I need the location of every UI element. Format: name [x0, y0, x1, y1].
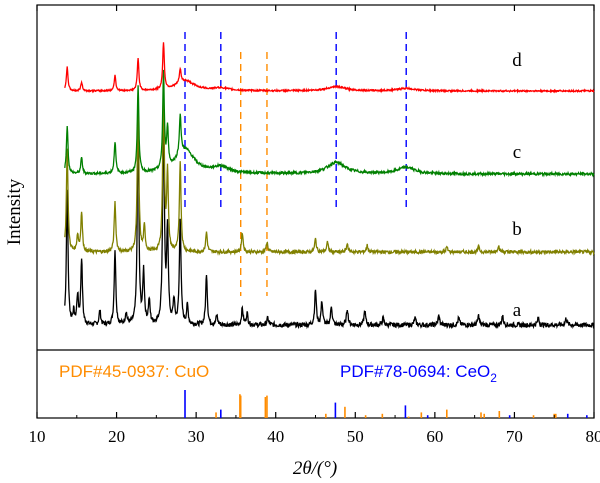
x-tick-label-10: 10: [29, 427, 46, 446]
x-tick-label-50: 50: [347, 427, 364, 446]
series-b-line: [64, 83, 595, 257]
series-a-line: [64, 94, 595, 330]
x-tick-label-80: 80: [586, 427, 600, 446]
y-axis-title: Intensity: [4, 178, 25, 245]
x-tick-label-40: 40: [267, 427, 284, 446]
pdf-label-ceo2: PDF#78-0694: CeO2: [340, 362, 497, 385]
series-label-b: b: [512, 219, 522, 240]
reference-patterns: [184, 390, 588, 418]
pdf-label-ceo2-main: PDF#78-0694: CeO: [340, 362, 490, 381]
x-tick-label-60: 60: [426, 427, 443, 446]
pdf-label-cuo: PDF#45-0937: CuO: [59, 362, 209, 381]
x-axis-title: 2θ/(°): [293, 458, 337, 479]
series-label-a: a: [513, 300, 522, 321]
series-d-line: [64, 42, 595, 94]
x-tick-label-20: 20: [108, 427, 125, 446]
series-c-line: [64, 69, 595, 178]
plot-frame: [36, 4, 595, 419]
pdf-label-ceo2-sub: 2: [490, 371, 497, 385]
x-ticks: 10 20 30 40 50 60 70 80: [29, 5, 600, 446]
x-tick-label-30: 30: [188, 427, 205, 446]
series-label-c: c: [513, 142, 521, 163]
series-group: [64, 42, 595, 330]
x-tick-label-70: 70: [506, 427, 523, 446]
series-label-d: d: [512, 50, 522, 71]
